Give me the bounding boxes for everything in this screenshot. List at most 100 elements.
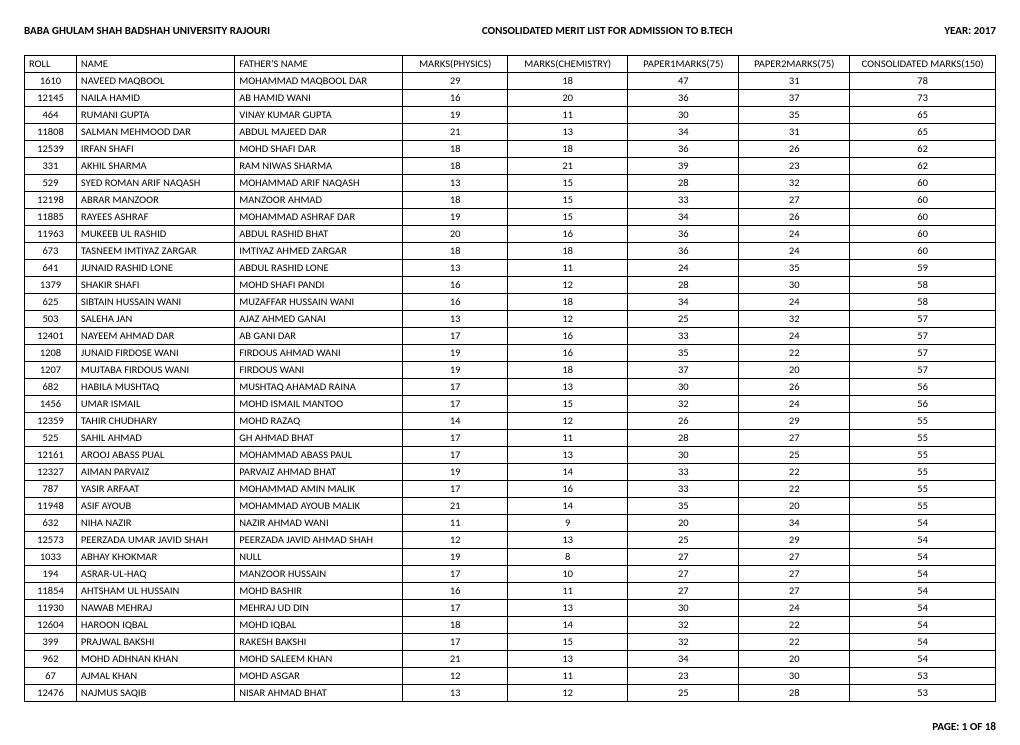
table-cell: NAJMUS SAQIB [76, 685, 234, 702]
table-cell: GH AHMAD BHAT [235, 430, 403, 447]
table-cell: 16 [403, 90, 508, 107]
table-cell: RAKESH BAKSHI [235, 634, 403, 651]
table-cell: PEERZADA UMAR JAVID SHAH [76, 532, 234, 549]
table-cell: 30 [628, 600, 739, 617]
table-row: 11854AHTSHAM UL HUSSAINMOHD BASHIR161127… [25, 583, 996, 600]
table-cell: MUSHTAQ AHAMAD RAINA [235, 379, 403, 396]
table-cell: 37 [628, 362, 739, 379]
table-cell: AROOJ ABASS PUAL [76, 447, 234, 464]
table-cell: 12573 [25, 532, 77, 549]
table-cell: AB GANI DAR [235, 328, 403, 345]
table-cell: 26 [739, 379, 850, 396]
table-cell: 34 [628, 209, 739, 226]
table-cell: MOHAMMAD ARIF NAQASH [235, 175, 403, 192]
table-cell: 12145 [25, 90, 77, 107]
table-cell: 14 [403, 413, 508, 430]
table-row: 1610NAVEED MAQBOOLMOHAMMAD MAQBOOL DAR29… [25, 73, 996, 90]
table-cell: 78 [850, 73, 996, 90]
table-cell: 12327 [25, 464, 77, 481]
table-cell: 24 [739, 328, 850, 345]
table-cell: 53 [850, 668, 996, 685]
page-header: BABA GHULAM SHAH BADSHAH UNIVERSITY RAJO… [24, 24, 996, 37]
table-cell: AB HAMID WANI [235, 90, 403, 107]
table-row: 12161AROOJ ABASS PUALMOHAMMAD ABASS PAUL… [25, 447, 996, 464]
table-row: 682HABILA MUSHTAQMUSHTAQ AHAMAD RAINA171… [25, 379, 996, 396]
table-cell: 12198 [25, 192, 77, 209]
table-cell: 32 [628, 617, 739, 634]
table-cell: ABDUL MAJEED DAR [235, 124, 403, 141]
header-year: YEAR: 2017 [944, 24, 996, 37]
table-cell: 30 [628, 379, 739, 396]
table-cell: MOHD ASGAR [235, 668, 403, 685]
table-cell: VINAY KUMAR GUPTA [235, 107, 403, 124]
table-cell: 24 [739, 226, 850, 243]
table-cell: MANZOOR AHMAD [235, 192, 403, 209]
table-cell: SAHIL AHMAD [76, 430, 234, 447]
table-cell: 28 [628, 277, 739, 294]
table-cell: YASIR ARFAAT [76, 481, 234, 498]
table-row: 962MOHD ADHNAN KHANMOHD SALEEM KHAN21133… [25, 651, 996, 668]
table-cell: NULL [235, 549, 403, 566]
table-cell: 15 [507, 634, 627, 651]
table-cell: 30 [628, 107, 739, 124]
table-cell: MOHD SHAFI DAR [235, 141, 403, 158]
table-cell: 641 [25, 260, 77, 277]
table-cell: 18 [507, 243, 627, 260]
table-cell: 10 [507, 566, 627, 583]
table-cell: 23 [628, 668, 739, 685]
table-row: 1033ABHAY KHOKMARNULL198272754 [25, 549, 996, 566]
table-row: 194ASRAR-UL-HAQMANZOOR HUSSAIN1710272754 [25, 566, 996, 583]
table-cell: MOHD IQBAL [235, 617, 403, 634]
table-cell: 31 [739, 73, 850, 90]
table-cell: 57 [850, 362, 996, 379]
table-cell: 25 [628, 685, 739, 702]
table-cell: 17 [403, 396, 508, 413]
table-row: 12401NAYEEM AHMAD DARAB GANI DAR17163324… [25, 328, 996, 345]
table-cell: 464 [25, 107, 77, 124]
table-cell: 632 [25, 515, 77, 532]
table-cell: 15 [507, 209, 627, 226]
table-cell: 13 [403, 311, 508, 328]
table-cell: 12 [403, 532, 508, 549]
table-cell: AKHIL SHARMA [76, 158, 234, 175]
table-cell: 27 [739, 430, 850, 447]
table-cell: 13 [507, 532, 627, 549]
table-cell: 673 [25, 243, 77, 260]
table-cell: 33 [628, 192, 739, 209]
table-cell: 12539 [25, 141, 77, 158]
table-row: 1456UMAR ISMAILMOHD ISMAIL MANTOO1715322… [25, 396, 996, 413]
table-cell: 19 [403, 345, 508, 362]
table-cell: 20 [739, 362, 850, 379]
table-cell: 32 [628, 396, 739, 413]
table-cell: 16 [507, 481, 627, 498]
table-cell: 9 [507, 515, 627, 532]
table-cell: 36 [628, 243, 739, 260]
table-row: 12145NAILA HAMIDAB HAMID WANI1620363773 [25, 90, 996, 107]
table-cell: 60 [850, 226, 996, 243]
table-cell: 34 [739, 515, 850, 532]
table-cell: 18 [507, 141, 627, 158]
table-cell: 11 [403, 515, 508, 532]
table-cell: 27 [628, 583, 739, 600]
table-row: 529SYED ROMAN ARIF NAQASHMOHAMMAD ARIF N… [25, 175, 996, 192]
table-cell: 33 [628, 464, 739, 481]
table-cell: 22 [739, 481, 850, 498]
table-cell: 29 [739, 532, 850, 549]
table-cell: 37 [739, 90, 850, 107]
table-cell: 57 [850, 345, 996, 362]
table-cell: 34 [628, 124, 739, 141]
table-cell: TASNEEM IMTIYAZ ZARGAR [76, 243, 234, 260]
table-row: 673TASNEEM IMTIYAZ ZARGARIMTIYAZ AHMED Z… [25, 243, 996, 260]
table-cell: 13 [507, 379, 627, 396]
table-cell: 14 [507, 617, 627, 634]
table-cell: 55 [850, 413, 996, 430]
table-cell: 16 [507, 328, 627, 345]
table-cell: 73 [850, 90, 996, 107]
table-cell: 525 [25, 430, 77, 447]
table-cell: MOHD SALEEM KHAN [235, 651, 403, 668]
table-cell: 55 [850, 498, 996, 515]
table-cell: 13 [507, 447, 627, 464]
table-cell: 11885 [25, 209, 77, 226]
table-cell: 65 [850, 107, 996, 124]
table-cell: RAM NIWAS SHARMA [235, 158, 403, 175]
